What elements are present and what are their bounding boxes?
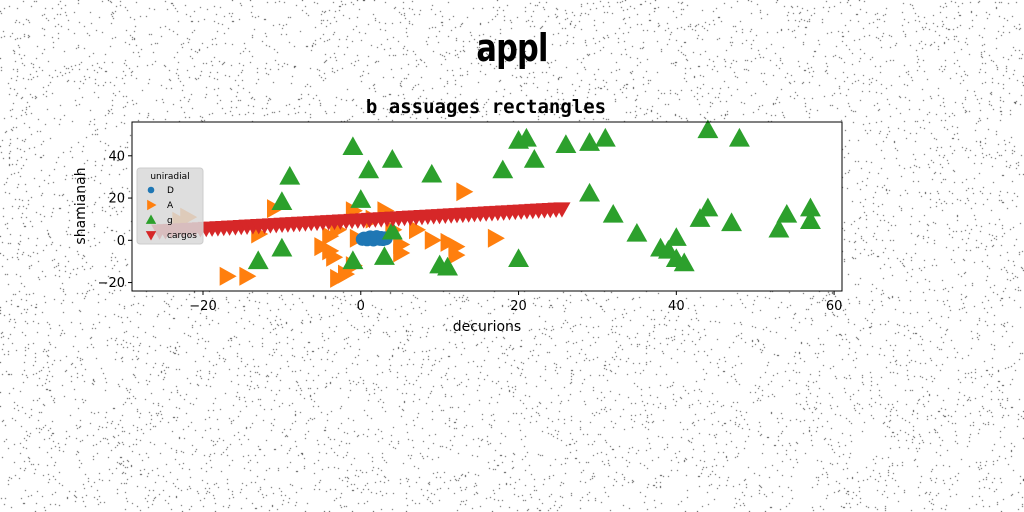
point-g — [665, 227, 687, 246]
plot-frame — [131, 121, 843, 292]
point-g — [579, 132, 601, 151]
point-g — [721, 212, 743, 232]
point-g — [799, 197, 821, 217]
y-tick-label: 40 — [108, 149, 125, 164]
point-g — [358, 159, 380, 179]
point-g — [657, 239, 679, 259]
y-tick-label: −20 — [98, 276, 125, 291]
legend-marker-cargos — [145, 231, 157, 241]
legend-label: cargos — [167, 231, 197, 241]
data-marks — [151, 119, 821, 288]
point-g — [350, 189, 372, 208]
point-g — [381, 220, 403, 240]
point-g — [555, 134, 577, 153]
point-g — [626, 222, 648, 242]
x-tick-label: 0 — [357, 299, 365, 314]
point-A — [409, 220, 426, 240]
point-D — [357, 231, 371, 245]
point-A — [239, 266, 257, 286]
point-g — [602, 203, 624, 223]
point-g — [247, 250, 269, 270]
point-g — [689, 208, 711, 227]
point-g — [279, 165, 301, 185]
legend-marker-D — [147, 186, 155, 194]
x-tick-label: 20 — [510, 299, 527, 314]
point-g — [421, 163, 443, 183]
point-g — [697, 119, 719, 139]
point-A — [448, 245, 466, 265]
chart-title: b assuages rectangles — [366, 96, 606, 118]
point-A — [456, 182, 474, 202]
point-g — [342, 136, 364, 156]
legend-label: D — [167, 186, 174, 196]
point-A — [393, 243, 411, 263]
legend-box — [136, 167, 204, 245]
point-g — [728, 127, 750, 147]
legend-label: g — [167, 216, 173, 226]
point-A — [424, 230, 442, 250]
point-g — [437, 256, 459, 276]
point-A — [330, 268, 348, 288]
point-A — [219, 266, 237, 286]
axis-ticks: −20 0 20 40 60 −20 0 20 40 — [98, 149, 843, 314]
legend-label: A — [167, 201, 174, 211]
point-cargos — [553, 202, 571, 218]
point-g — [768, 218, 790, 238]
point-g — [673, 252, 695, 272]
series-cargos — [151, 202, 571, 240]
point-A — [487, 228, 505, 248]
point-g — [515, 127, 537, 147]
point-g — [271, 237, 293, 257]
point-g — [799, 210, 821, 229]
point-A — [326, 247, 344, 267]
y-tick-label: 20 — [108, 192, 125, 207]
y-axis-label: shamianah — [73, 167, 89, 244]
x-tick-label: 40 — [668, 299, 685, 314]
point-g — [594, 127, 616, 147]
point-g — [271, 191, 293, 210]
figure-title: appl — [476, 26, 548, 70]
point-g — [697, 197, 719, 217]
point-g — [776, 203, 798, 223]
x-tick-label: 60 — [826, 299, 843, 314]
y-tick-label: 0 — [117, 234, 125, 249]
point-g — [508, 248, 530, 268]
legend-marker-A — [147, 199, 157, 211]
x-axis-label: decurions — [453, 319, 521, 335]
point-g — [373, 246, 395, 265]
point-g — [579, 182, 601, 202]
point-g — [523, 149, 545, 168]
series-g — [247, 119, 821, 276]
legend: uniradial DAg cargos — [136, 167, 204, 245]
x-tick-label: −20 — [189, 299, 216, 314]
legend-marker-g — [145, 214, 157, 224]
point-g — [492, 159, 514, 179]
point-g — [381, 149, 403, 168]
point-g — [342, 250, 364, 270]
legend-title: uniradial — [150, 172, 189, 182]
